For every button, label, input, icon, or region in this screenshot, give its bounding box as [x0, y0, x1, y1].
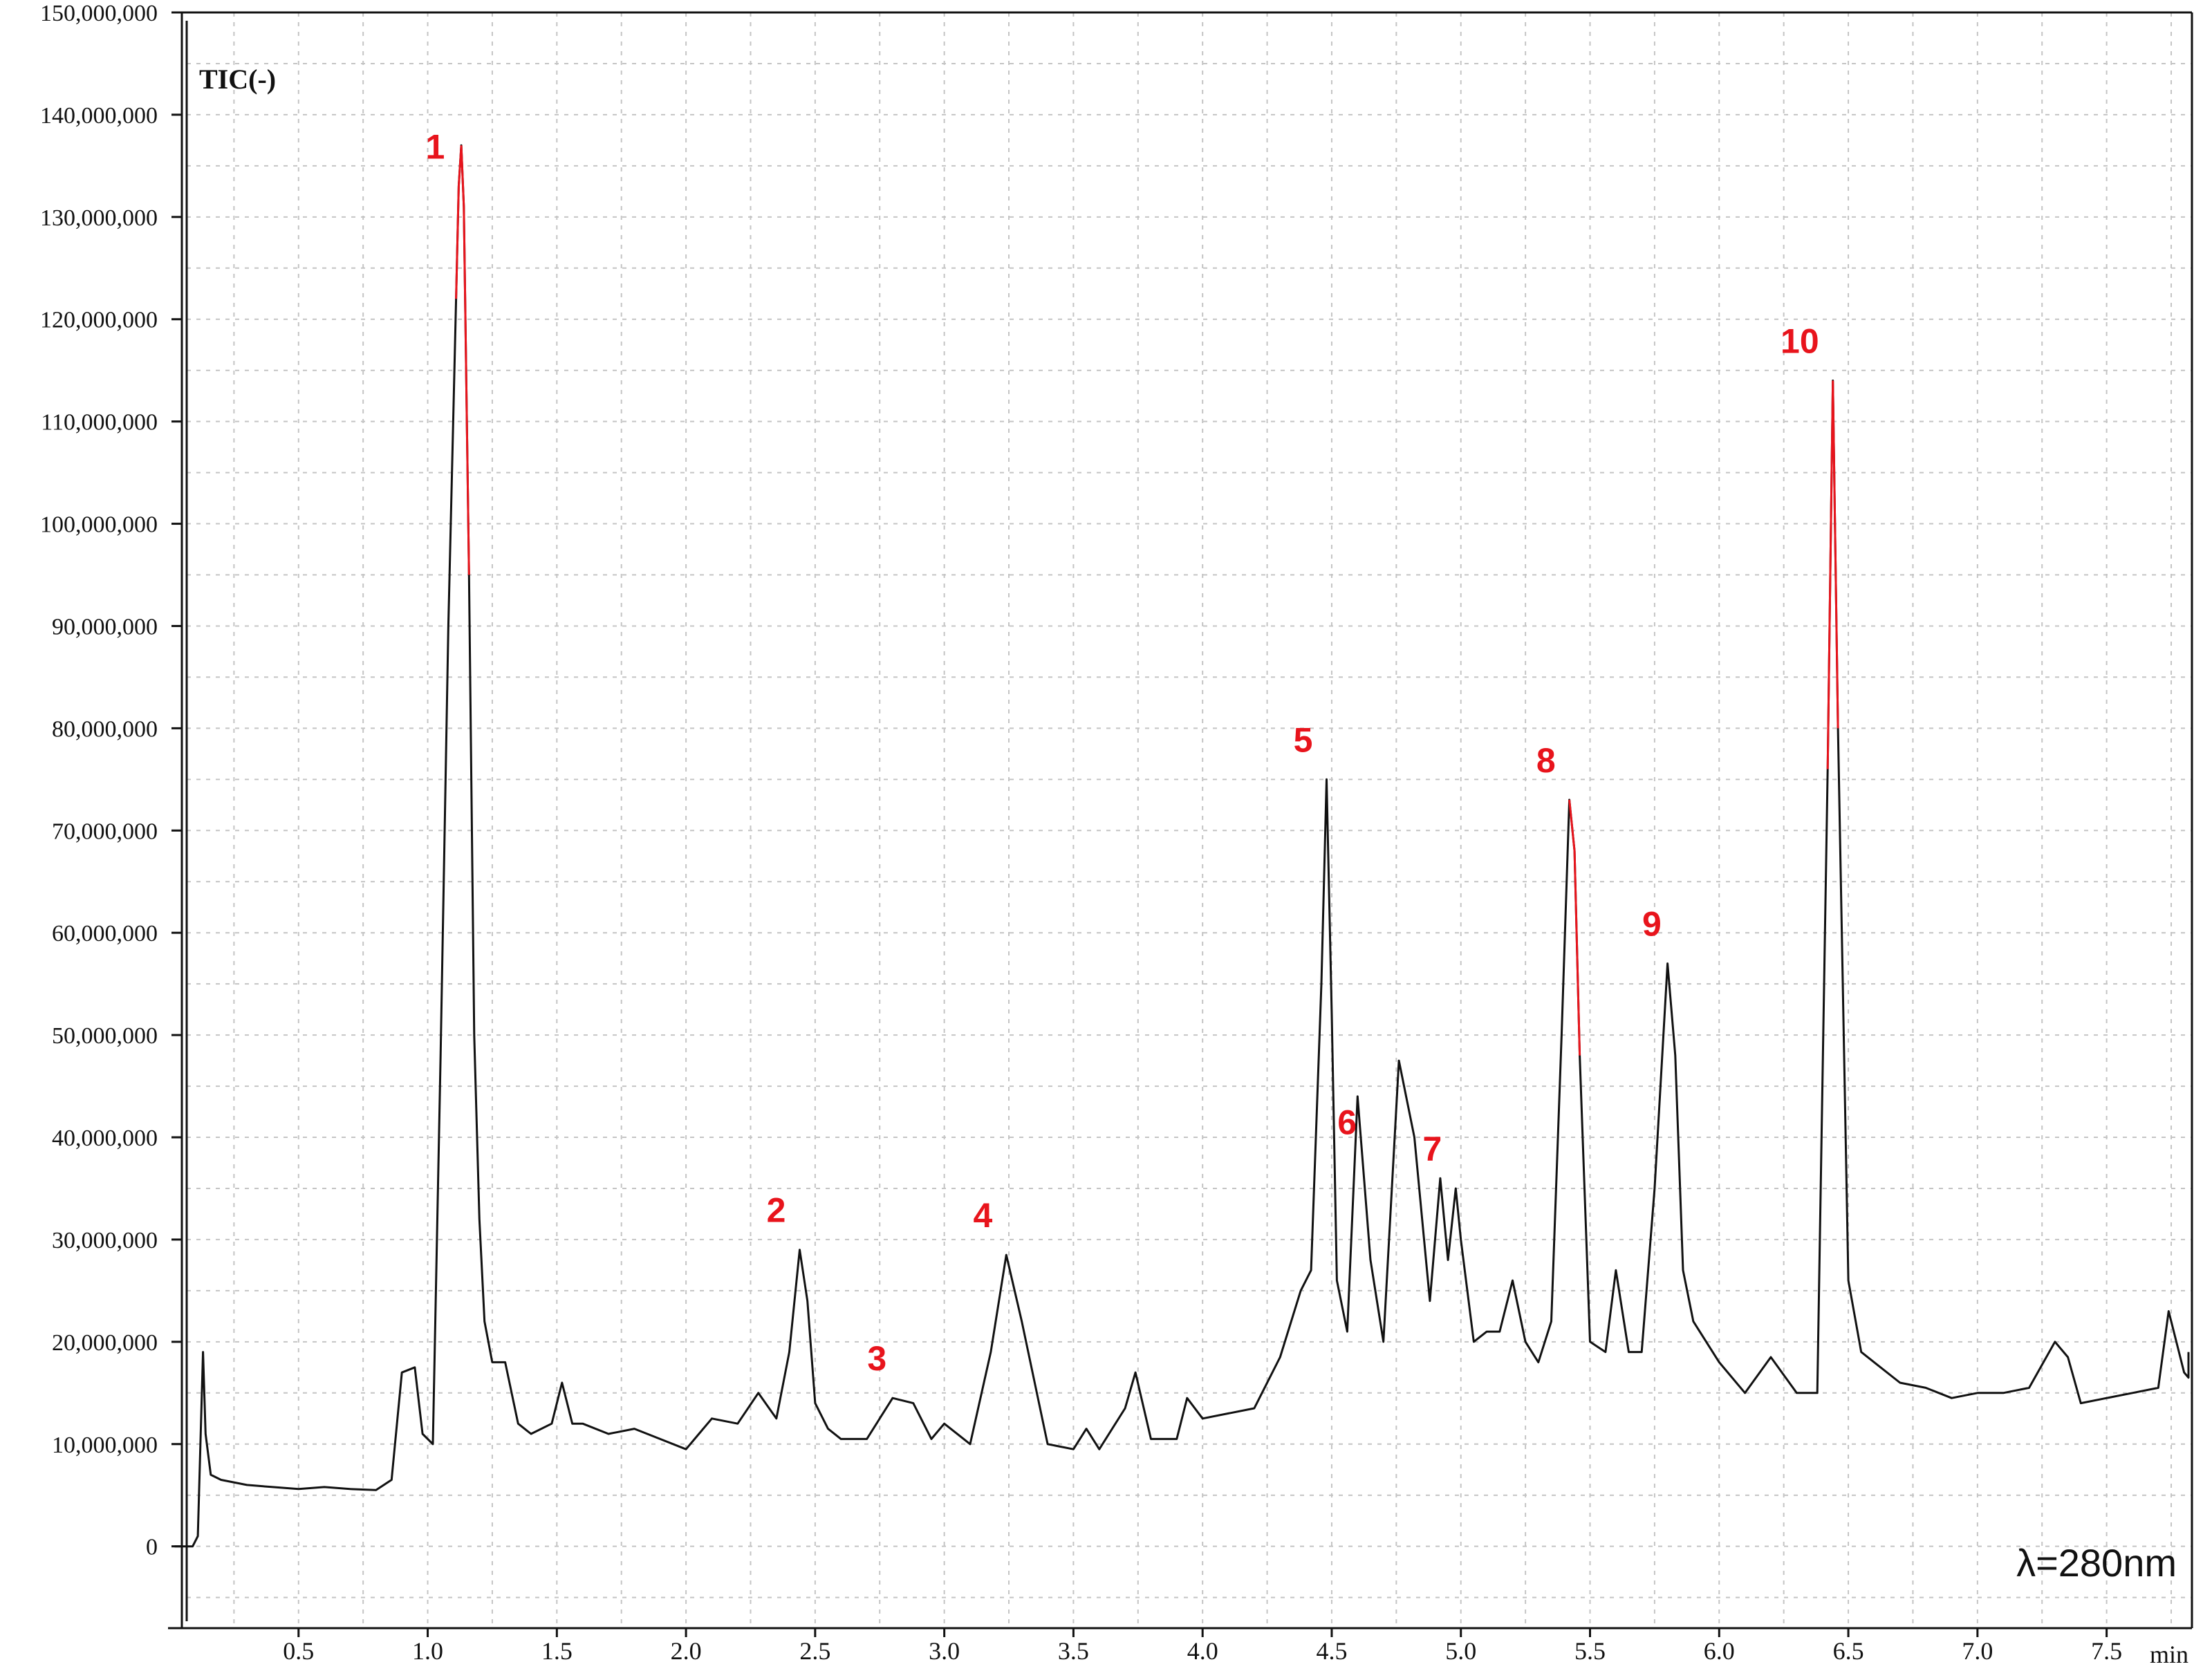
peak-highlight	[1568, 799, 1581, 1056]
tic-trace-line	[174, 144, 2190, 1548]
y-tick-label: 50,000,000	[52, 1023, 158, 1049]
peak-label: 1	[426, 127, 445, 166]
x-tick-label: 0.5	[283, 1637, 314, 1665]
x-tick-label: 1.5	[541, 1637, 573, 1665]
x-tick-labels: 0.5 1.0 1.5 2.0 2.5 3.0 3.5 4.0 4.5 5.0 5.5 6.0 6.5 7…	[283, 1628, 2122, 1665]
peak-labels: 1 2 3 4 5 6 7 8 9 10	[426, 127, 1819, 1378]
peak-label: 4	[973, 1196, 992, 1235]
x-tick-label: 2.0	[671, 1637, 702, 1665]
x-tick-label: 5.5	[1574, 1637, 1606, 1665]
grid-lines	[187, 12, 2192, 1628]
y-tick-label: 20,000,000	[52, 1330, 158, 1356]
y-tick-label: 120,000,000	[40, 308, 158, 333]
x-axis-unit: min	[2150, 1641, 2188, 1668]
y-tick-label: 110,000,000	[41, 410, 158, 436]
peak-label: 8	[1536, 741, 1556, 780]
peak-label: 10	[1781, 321, 1819, 360]
y-tick-label: 70,000,000	[52, 819, 158, 844]
y-tick-label: 30,000,000	[52, 1228, 158, 1253]
x-tick-label: 1.0	[412, 1637, 443, 1665]
x-tick-label: 2.5	[799, 1637, 830, 1665]
x-tick-label: 3.0	[929, 1637, 960, 1665]
peak-highlight	[455, 145, 470, 575]
y-tick-label: 130,000,000	[40, 205, 158, 231]
y-tick-label: 90,000,000	[52, 614, 158, 640]
x-tick-label: 6.0	[1704, 1637, 1735, 1665]
x-tick-label: 3.5	[1058, 1637, 1089, 1665]
x-tick-label: 7.5	[2091, 1637, 2122, 1665]
axes	[168, 11, 2193, 1630]
y-tick-label: 100,000,000	[40, 512, 158, 538]
x-tick-label: 6.5	[1833, 1637, 1864, 1665]
tic-trace	[174, 144, 2190, 1548]
x-tick-label: 4.0	[1187, 1637, 1218, 1665]
y-tick-label: 10,000,000	[52, 1432, 158, 1458]
peak-label: 9	[1642, 905, 1662, 944]
peak-label: 5	[1294, 720, 1313, 759]
peak-label: 6	[1337, 1103, 1357, 1142]
x-tick-label: 4.5	[1316, 1637, 1347, 1665]
series-title: TIC(-)	[199, 64, 276, 95]
y-tick-label: 60,000,000	[52, 921, 158, 946]
wavelength-annotation: λ=280nm	[2016, 1541, 2177, 1585]
peak-label: 7	[1422, 1130, 1442, 1168]
x-tick-label: 7.0	[1962, 1637, 1993, 1665]
y-tick-label: 140,000,000	[40, 103, 158, 129]
y-tick-label: 40,000,000	[52, 1126, 158, 1151]
peak-highlight	[1826, 380, 1839, 769]
y-tick-label: 150,000,000	[40, 1, 158, 26]
x-tick-label: 5.0	[1445, 1637, 1476, 1665]
peak-label: 3	[867, 1339, 886, 1378]
peak-label: 2	[767, 1191, 786, 1230]
y-tick-label: 80,000,000	[52, 716, 158, 742]
y-tick-label: 0	[146, 1535, 158, 1560]
y-tick-labels: 0 10,000,000 20,000,000 30,000,000 40,000,00…	[40, 1, 182, 1560]
